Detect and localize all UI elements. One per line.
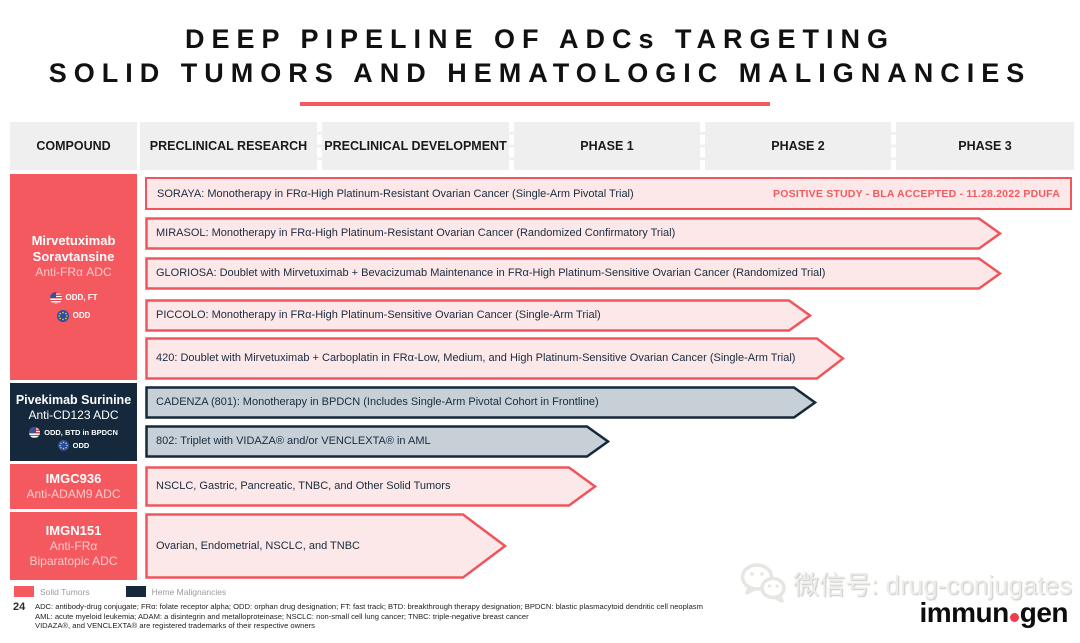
immunogen-logo: immun gen [919,597,1068,629]
pipeline-bar-802: 802: Triplet with VIDAZA® and/or VENCLEX… [145,425,610,458]
compound-target: Anti-FRα ADC [35,264,112,279]
legend-item-heme-malignancies: Heme Malignancies [125,586,227,597]
solid-tumors-swatch [14,586,34,597]
trial-status-badge: POSITIVE STUDY - BLA ACCEPTED - 11.28.20… [773,187,1060,200]
eu-flag-icon [56,309,69,322]
trial-label: MIRASOL: Monotherapy in FRα-High Platinu… [156,227,676,239]
eu-flag-icon [57,440,69,451]
arrow-shape [145,513,507,579]
column-header-preclinical-development: PRECLINICAL DEVELOPMENT [317,122,509,170]
compound-cell-pivekimab: Pivekimab Surinine Anti-CD123 ADC ODD, B… [10,383,137,461]
column-header-preclinical-research: PRECLINICAL RESEARCH [140,122,317,170]
us-designation-label: ODD, BTD in BPDCN [44,428,118,437]
arrow-shape [145,466,597,507]
footnote-line: VIDAZA®, and VENCLEXTA® are registered t… [35,621,315,630]
trial-label: GLORIOSA: Doublet with Mirvetuximab + Be… [156,267,826,279]
arrow-shape [145,386,817,419]
legend-item-solid-tumors: Solid Tumors [14,586,90,597]
compound-name: Soravtansine [32,248,115,264]
arrow-shape [145,217,1002,250]
column-header-phase-1: PHASE 1 [509,122,700,170]
footnote-line: AML: acute myeloid leukemia; ADAM: a dis… [35,611,529,621]
trial-label: 802: Triplet with VIDAZA® and/or VENCLEX… [156,435,431,447]
arrow-shape [145,257,1002,290]
trial-label: NSCLC, Gastric, Pancreatic, TNBC, and Ot… [156,480,451,492]
legend-label: Solid Tumors [40,586,90,597]
trial-label: PICCOLO: Monotherapy in FRα-High Platinu… [156,309,601,321]
us-designation-label: ODD, FT [65,293,98,302]
logo-text-left: immun [919,597,1009,628]
footnotes: ADC: antibody-drug conjugate; FRα: folat… [35,602,755,631]
compound-target: Anti-ADAM9 ADC [26,487,121,501]
compound-name: Pivekimab Surinine [15,393,132,407]
pipeline-bar-gloriosa: GLORIOSA: Doublet with Mirvetuximab + Be… [145,257,1002,290]
compound-name: IMGC936 [45,471,102,486]
pipeline-bar-420: 420: Doublet with Mirvetuximab + Carbopl… [145,337,845,380]
us-flag-icon [29,427,41,438]
legend-label: Heme Malignancies [151,586,227,597]
wechat-icon [740,563,786,603]
compound-cell-imgn151: IMGN151 Anti-FRα Biparatopic ADC [10,512,137,580]
phase-header-band: PRECLINICAL RESEARCH PRECLINICAL DEVELOP… [140,122,1074,170]
title-line-2: SOLID TUMORS AND HEMATOLOGIC MALIGNANCIE… [48,58,1032,88]
compound-target: Anti-CD123 ADC [28,408,119,422]
eu-designation: ODD [57,440,90,451]
legend: Solid Tumors Heme Malignancies [14,586,254,597]
eu-designation-label: ODD [72,441,90,450]
eu-designation: ODD [56,309,91,322]
column-header-phase-3: PHASE 3 [891,122,1074,170]
logo-text-right: gen [1019,597,1069,628]
arrow-shape [145,425,610,458]
title-line-1: DEEP PIPELINE OF ADCs TARGETING [184,24,896,54]
pipeline-bar-imgn151-programs: Ovarian, Endometrial, NSCLC, and TNBC [145,513,507,579]
pipeline-bar-mirasol: MIRASOL: Monotherapy in FRα-High Platinu… [145,217,1002,250]
watermark-text: 微信号: drug-conjugates [793,569,1072,600]
pipeline-bar-cadenza: CADENZA (801): Monotherapy in BPDCN (Inc… [145,386,817,419]
arrow-shape [145,299,812,332]
trial-label: 420: Doublet with Mirvetuximab + Carbopl… [156,352,796,364]
us-designation: ODD, BTD in BPDCN [29,427,118,438]
wechat-watermark: 微信号: drug-conjugates [739,562,1072,604]
page-title: DEEP PIPELINE OF ADCs TARGETING SOLID TU… [0,22,1080,90]
us-flag-icon [49,291,62,304]
compound-target: Biparatopic ADC [29,554,118,568]
compound-name: Mirvetuximab [31,232,116,248]
column-header-phase-2: PHASE 2 [700,122,891,170]
footnote-line: ADC: antibody-drug conjugate; FRα: folat… [35,602,703,611]
compound-name: IMGN151 [45,523,102,538]
us-designation: ODD, FT [49,291,98,304]
heme-malignancies-swatch [125,586,146,597]
logo-red-dot-icon [1009,613,1019,622]
trial-label: SORAYA: Monotherapy in FRα-High Platinum… [157,187,634,200]
arrow-shape [145,337,845,380]
eu-designation-label: ODD [72,311,91,320]
pipeline-bar-piccolo: PICCOLO: Monotherapy in FRα-High Platinu… [145,299,812,332]
compound-cell-mirvetuximab: Mirvetuximab Soravtansine Anti-FRα ADC O… [10,174,137,380]
pipeline-bar-imgc936-programs: NSCLC, Gastric, Pancreatic, TNBC, and Ot… [145,466,597,507]
page-number: 24 [13,601,26,613]
trial-label: Ovarian, Endometrial, NSCLC, and TNBC [156,539,360,552]
compound-cell-imgc936: IMGC936 Anti-ADAM9 ADC [10,464,137,509]
title-underline [300,102,770,106]
compound-target: Anti-FRα [49,539,98,553]
trial-label: CADENZA (801): Monotherapy in BPDCN (Inc… [156,396,599,408]
column-header-compound: COMPOUND [10,122,137,170]
pipeline-bar-soraya: SORAYA: Monotherapy in FRα-High Platinum… [145,177,1072,210]
